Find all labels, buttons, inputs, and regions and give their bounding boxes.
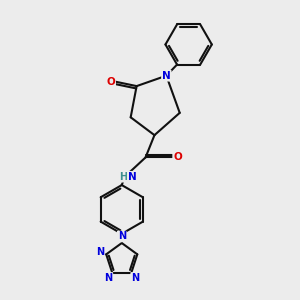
Text: O: O — [106, 76, 115, 87]
Text: O: O — [173, 152, 182, 162]
Text: N: N — [128, 172, 136, 182]
Text: N: N — [118, 232, 126, 242]
Text: N: N — [104, 273, 112, 283]
Text: N: N — [162, 71, 171, 81]
Text: N: N — [96, 247, 104, 257]
Text: H: H — [119, 172, 127, 182]
Text: N: N — [131, 273, 139, 283]
